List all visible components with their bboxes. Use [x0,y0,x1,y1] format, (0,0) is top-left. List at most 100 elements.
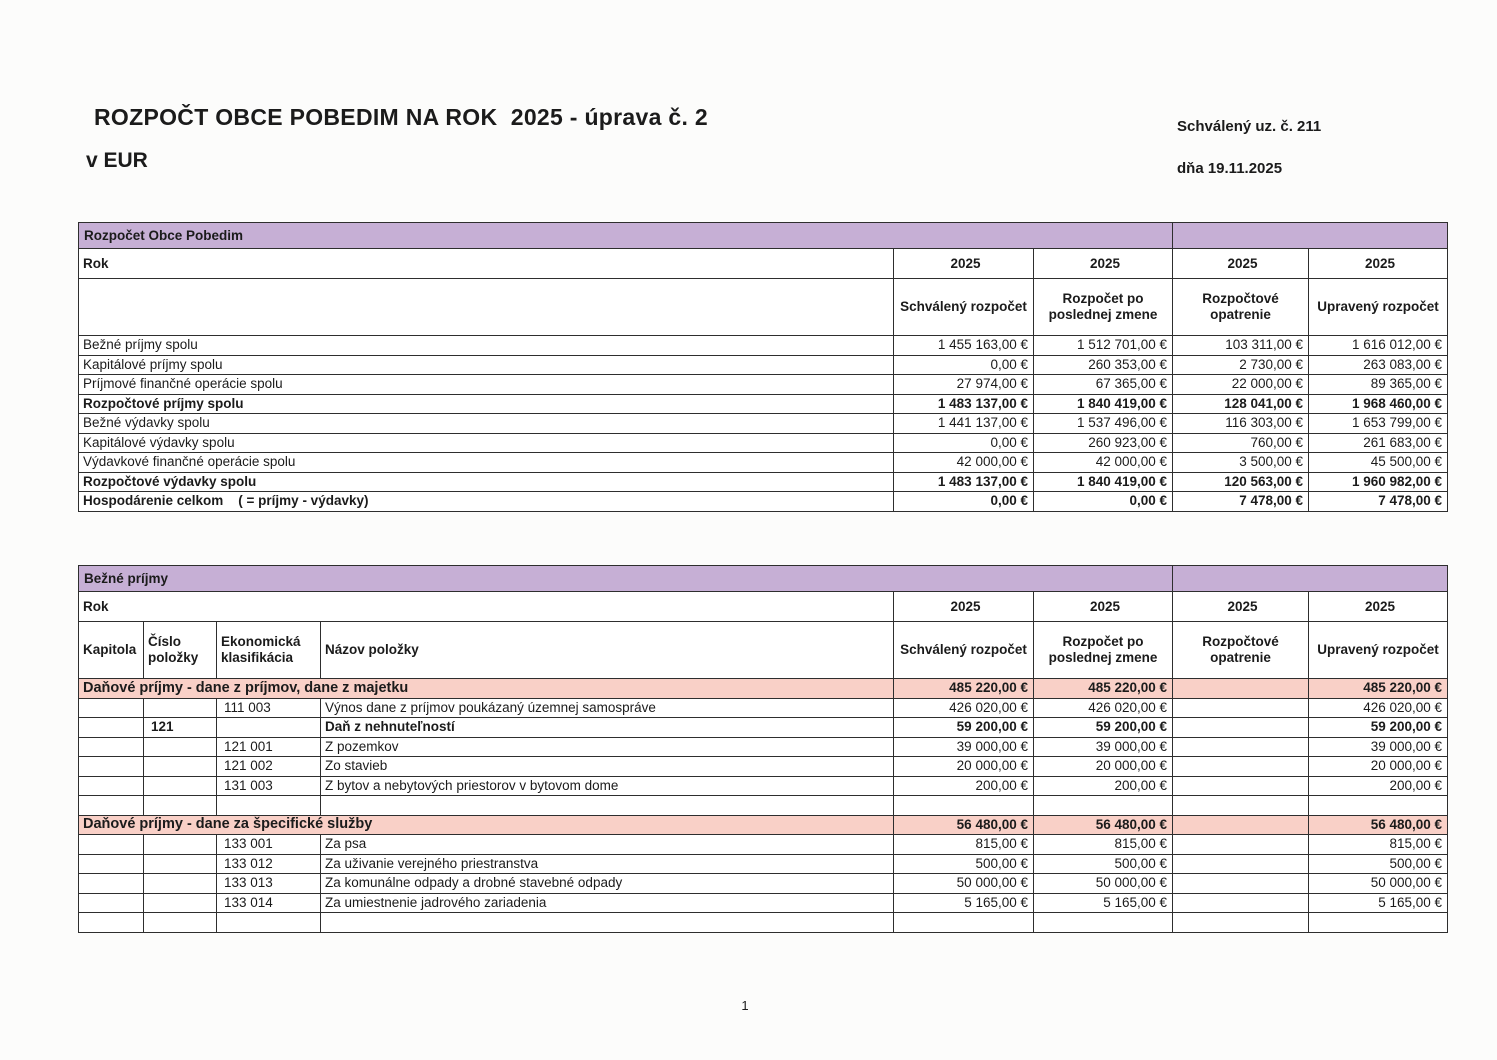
row-value: 261 683,00 € [1308,432,1449,453]
summary-band-row: Rozpočet Obce Pobedim [77,222,1449,249]
year-cell: 2025 [1172,591,1310,622]
row-value: 59 200,00 € [1308,717,1449,738]
row-value: 59 200,00 € [893,717,1034,738]
cislo-polozky-cell [143,697,217,718]
current-revenues-table: Bežné príjmy Rok 2025 2025 2025 2025 Kap… [77,565,1449,933]
item-name-cell: Z bytov a nebytových priestorov v bytovo… [320,775,894,796]
row-value: 0,00 € [893,354,1034,375]
empty-cell [143,912,217,933]
empty-cell [1308,912,1449,933]
row-value: 56 480,00 € [893,814,1034,835]
row-value: 260 923,00 € [1032,432,1174,453]
table-row: Výdavkové finančné operácie spolu 42 000,… [78,452,1449,473]
row-label: Hospodárenie celkom ( = príjmy - výdavky… [78,491,894,512]
cislo-polozky-cell [143,756,217,777]
empty-cell [893,795,1034,816]
row-value: 485 220,00 € [1032,678,1174,699]
empty-cell [78,912,144,933]
row-value: 128 041,00 € [1172,393,1310,414]
table-row: Hospodárenie celkom ( = príjmy - výdavky… [78,491,1449,512]
row-value [1172,697,1310,718]
approval-resolution: Schválený uz. č. 211 [1177,118,1322,135]
cislo-polozky-cell: 121 [143,717,217,738]
table-row: 133 014 Za umiestnenie jadrového zariaden… [78,892,1449,913]
table-row: 133 012 Za uživanie verejného priestranst… [78,853,1449,874]
row-value: 500,00 € [893,853,1034,874]
row-value: 1 960 982,00 € [1308,471,1449,492]
row-value: 3 500,00 € [1172,452,1310,473]
row-value: 426 020,00 € [1308,697,1449,718]
row-value: 500,00 € [1308,853,1449,874]
ekonomicka-klasifikacia-cell: 133 014 [216,892,321,913]
table-row: Rozpočtové výdavky spolu 1 483 137,00 €1 … [78,471,1449,492]
column-header: Rozpočet po poslednej zmene [1032,621,1174,679]
table-row: Rozpočtové príjmy spolu 1 483 137,00 €1 8… [78,393,1449,414]
kapitola-cell [78,756,144,777]
kapitola-cell [78,834,144,855]
row-value: 1 840 419,00 € [1032,393,1174,414]
row-value: 485 220,00 € [1308,678,1449,699]
year-cell: 2025 [1172,248,1310,279]
ekonomicka-klasifikacia-cell: 133 012 [216,853,321,874]
row-value [1172,756,1310,777]
row-value: 426 020,00 € [893,697,1034,718]
row-value: 59 200,00 € [1032,717,1174,738]
kapitola-cell [78,736,144,757]
column-header: Rozpočtové opatrenie [1172,278,1310,336]
item-name-cell: Výnos dane z príjmov poukázaný územnej s… [320,697,894,718]
table-row: Bežné príjmy spolu 1 455 163,00 €1 512 70… [78,335,1449,356]
row-value: 1 483 137,00 € [893,471,1034,492]
row-value [1172,814,1310,835]
empty-cell [216,795,321,816]
table-row: 133 013 Za komunálne odpady a drobné stav… [78,873,1449,894]
row-value: 20 000,00 € [1308,756,1449,777]
row-value: 7 478,00 € [1308,491,1449,512]
row-value: 67 365,00 € [1032,374,1174,395]
row-value [1172,678,1310,699]
kapitola-cell [78,892,144,913]
year-cell: 2025 [1032,248,1174,279]
row-value: 89 365,00 € [1308,374,1449,395]
column-header-nazov-polozky: Názov položky [320,621,894,679]
column-header-ekonomicka-klasifikacia: Ekonomická klasifikácia [216,621,321,679]
detail-table-body: Daňové príjmy - dane z príjmov, dane z m… [78,678,1449,933]
summary-band-filler [1172,222,1449,249]
kapitola-cell [78,697,144,718]
row-value: 485 220,00 € [893,678,1034,699]
row-value: 5 165,00 € [893,892,1034,913]
detail-year-row: Rok 2025 2025 2025 2025 [78,591,1449,622]
summary-budget-table: Rozpočet Obce Pobedim Rok 2025 2025 2025… [77,222,1449,512]
row-value: 200,00 € [893,775,1034,796]
cislo-polozky-cell [143,873,217,894]
row-value: 7 478,00 € [1172,491,1310,512]
column-header-cislo-polozky: Číslo položky [143,621,217,679]
row-value: 426 020,00 € [1032,697,1174,718]
row-value: 1 455 163,00 € [893,335,1034,356]
column-header: Rozpočtové opatrenie [1172,621,1310,679]
approval-date: dňa 19.11.2025 [1177,160,1283,177]
row-value: 45 500,00 € [1308,452,1449,473]
kapitola-cell [78,873,144,894]
empty-cell [320,912,894,933]
section-row: Daňové príjmy - dane z príjmov, dane z m… [78,678,1449,699]
summary-year-row: Rok 2025 2025 2025 2025 [78,248,1449,279]
year-cell: 2025 [893,591,1034,622]
empty-cell [320,795,894,816]
row-value: 1 483 137,00 € [893,393,1034,414]
ekonomicka-klasifikacia-cell: 133 013 [216,873,321,894]
ekonomicka-klasifikacia-cell: 131 003 [216,775,321,796]
column-header: Schválený rozpočet [893,621,1034,679]
row-value: 5 165,00 € [1032,892,1174,913]
row-value: 815,00 € [1032,834,1174,855]
item-name-cell: Za komunálne odpady a drobné stavebné od… [320,873,894,894]
row-value: 56 480,00 € [1032,814,1174,835]
detail-table-title: Bežné príjmy [77,565,1174,592]
row-value: 50 000,00 € [893,873,1034,894]
rok-label: Rok [78,591,894,622]
column-header-kapitola: Kapitola [78,621,144,679]
empty-cell [78,795,144,816]
item-name-cell: Zo stavieb [320,756,894,777]
column-header: Schválený rozpočet [893,278,1034,336]
row-value: 260 353,00 € [1032,354,1174,375]
item-name-cell: Za uživanie verejného priestranstva [320,853,894,874]
